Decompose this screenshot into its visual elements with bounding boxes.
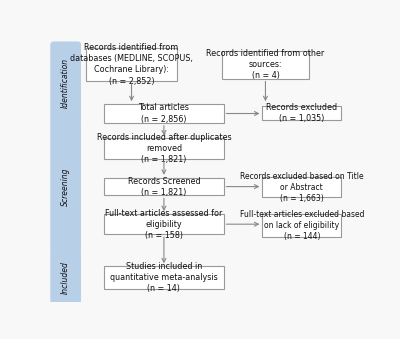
Text: Records identified from other
sources:
(n = 4): Records identified from other sources: (… — [206, 49, 324, 80]
Text: Records excluded
(n = 1,035): Records excluded (n = 1,035) — [266, 103, 338, 123]
FancyBboxPatch shape — [104, 178, 224, 196]
FancyBboxPatch shape — [222, 51, 309, 79]
FancyBboxPatch shape — [50, 251, 81, 303]
Text: Records included after duplicates
removed
(n = 1,821): Records included after duplicates remove… — [97, 133, 231, 164]
Text: Records Screened
(n = 1,821): Records Screened (n = 1,821) — [128, 177, 200, 197]
FancyBboxPatch shape — [104, 214, 224, 234]
FancyBboxPatch shape — [50, 120, 81, 254]
FancyBboxPatch shape — [104, 138, 224, 159]
Text: Screening: Screening — [61, 167, 70, 206]
FancyBboxPatch shape — [50, 41, 81, 123]
FancyBboxPatch shape — [104, 104, 224, 123]
FancyBboxPatch shape — [86, 48, 177, 81]
FancyBboxPatch shape — [104, 266, 224, 289]
Text: Included: Included — [61, 261, 70, 294]
FancyBboxPatch shape — [262, 106, 342, 120]
FancyBboxPatch shape — [262, 177, 342, 197]
FancyBboxPatch shape — [262, 214, 342, 237]
Text: Identification: Identification — [61, 57, 70, 107]
Text: Records identified from
databases (MEDLINE, SCOPUS,
Cochrane Library):
(n = 2,85: Records identified from databases (MEDLI… — [70, 43, 193, 85]
Text: Records excluded based on Title
or Abstract
(n = 1,663): Records excluded based on Title or Abstr… — [240, 172, 364, 203]
Text: Studies included in
quantitative meta-analysis
(n = 14): Studies included in quantitative meta-an… — [110, 262, 218, 293]
Text: Total articles
(n = 2,856): Total articles (n = 2,856) — [138, 103, 189, 123]
Text: Full-text articles excluded based
on lack of eligibility
(n = 144): Full-text articles excluded based on lac… — [240, 210, 364, 241]
Text: Full-text articles assessed for
eligibility
(n = 158): Full-text articles assessed for eligibil… — [105, 208, 223, 240]
